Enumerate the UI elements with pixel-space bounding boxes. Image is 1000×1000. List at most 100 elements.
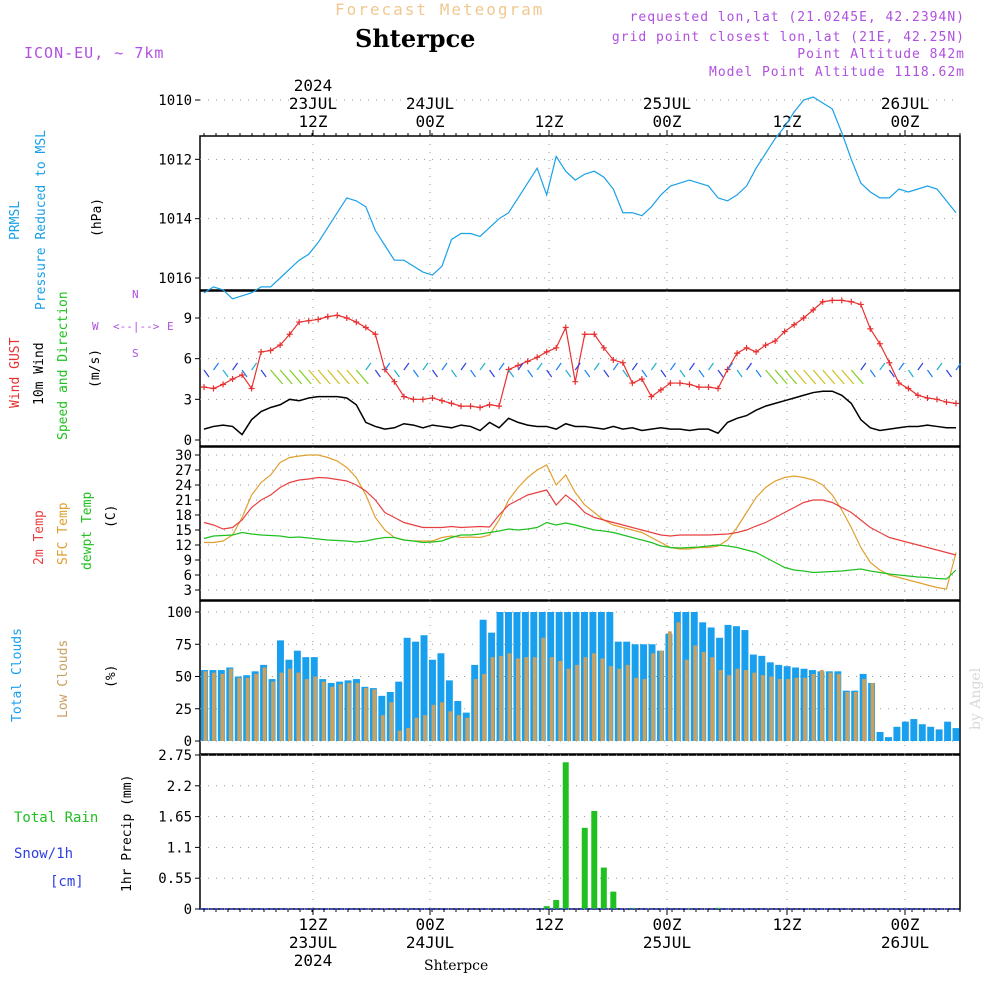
- low-cloud-bar: [845, 691, 850, 741]
- low-cloud-bar: [575, 664, 579, 741]
- precip-bar: [591, 811, 598, 909]
- gust-marker: [362, 324, 369, 331]
- low-cloud-bar: [304, 679, 309, 741]
- wind-arrow: [736, 369, 743, 378]
- total-cloud-bar: [395, 681, 403, 741]
- gridpoint-coords: grid point closest lon,lat (21E, 42.25N): [611, 30, 965, 45]
- gust-marker: [315, 316, 322, 323]
- wind-arrow: [755, 369, 762, 378]
- low-cloud-bar: [465, 717, 470, 741]
- total-cloud-bar: [876, 731, 884, 741]
- wind-arrow: [917, 362, 924, 371]
- low-cloud-bar: [482, 673, 486, 741]
- low-cloud-bar: [254, 673, 258, 741]
- precip-bar: [715, 907, 722, 909]
- y-tick-label: 30: [175, 448, 192, 464]
- model-altitude: Model Point Altitude 1118.62m: [709, 65, 965, 80]
- low-cloud-bar: [608, 666, 613, 741]
- gust-marker: [201, 384, 207, 391]
- cm-label: [cm]: [50, 874, 84, 890]
- gust-marker: [924, 394, 931, 401]
- wind-arrow: [888, 369, 895, 378]
- wind-barb: [812, 369, 826, 385]
- wind-arrow: [898, 362, 905, 371]
- low-cloud-bar: [760, 675, 765, 741]
- precip-bar: [610, 891, 617, 909]
- gust-marker: [800, 315, 807, 321]
- panel-frame: [199, 600, 961, 755]
- panel-frame: [199, 754, 961, 910]
- time-label-bottom: 23JUL: [289, 933, 337, 952]
- total-cloud-bar: [885, 737, 892, 741]
- low-cloud-bar: [439, 702, 444, 741]
- gust-marker: [762, 342, 769, 349]
- low-cloud-bar: [676, 622, 681, 741]
- low-cloud-bar: [769, 676, 774, 741]
- wind-arrow: [650, 362, 657, 371]
- compass-s-label: S: [132, 347, 139, 360]
- gust-marker: [953, 400, 959, 407]
- low-cloud-bar: [803, 677, 807, 741]
- gust-marker: [229, 376, 236, 382]
- wind-barb: [784, 369, 798, 385]
- time-label-top: 26JUL: [881, 94, 929, 113]
- low-cloud-bar: [651, 653, 655, 741]
- gust-marker: [591, 331, 598, 338]
- panel-frame: [199, 135, 961, 291]
- low-cloud-bar: [642, 679, 647, 741]
- gust-marker: [781, 328, 788, 335]
- total-cloud-bar: [952, 728, 960, 741]
- low-cloud-bar: [811, 673, 816, 741]
- wind-arrow: [660, 369, 667, 378]
- wind-arrow: [203, 369, 210, 378]
- time-label-bottom: 12Z: [773, 915, 802, 934]
- total-cloud-bar: [429, 659, 436, 741]
- gust-marker: [400, 393, 407, 400]
- gust-marker: [458, 403, 465, 410]
- total-cloud-bar: [944, 721, 952, 741]
- pressure-line: [203, 96, 957, 300]
- y-tick-label: 21: [175, 493, 192, 509]
- gust-marker: [372, 331, 379, 338]
- wind-arrow: [232, 362, 239, 371]
- time-label-bottom: 00Z: [891, 915, 920, 934]
- total-cloud-bar: [910, 719, 918, 741]
- panel-frame: [199, 290, 961, 447]
- low-cloud-bar: [549, 657, 554, 741]
- precip-bar: [686, 908, 693, 909]
- wind-arrow: [603, 369, 610, 378]
- gust-marker: [543, 348, 550, 355]
- total-cloud-bar: [403, 637, 411, 741]
- gust-marker: [267, 347, 274, 354]
- gust-marker: [914, 392, 921, 399]
- wind-arrow: [241, 369, 248, 378]
- wind-barb: [346, 369, 360, 385]
- y-tick-label: 24: [175, 478, 192, 494]
- compass-w-label: W: [92, 320, 99, 333]
- wind-barb: [774, 369, 788, 385]
- wind-barb: [308, 369, 322, 385]
- wind-arrow: [727, 362, 734, 371]
- gust-marker: [648, 393, 655, 400]
- low-cloud-bar: [625, 664, 630, 741]
- wind-arrow: [260, 369, 267, 378]
- precip-bar: [562, 762, 569, 909]
- low-cloud-bar: [423, 715, 427, 741]
- gust-marker: [505, 366, 512, 373]
- gust-marker: [734, 350, 741, 357]
- y-tick-label: 0.55: [158, 871, 192, 887]
- compass-arrows: <--|-->: [113, 320, 160, 333]
- gust-marker: [248, 385, 255, 392]
- y-tick-label: 75: [175, 637, 192, 653]
- gust-marker: [419, 396, 426, 403]
- gust-marker: [629, 380, 636, 387]
- y-tick-label: 1010: [158, 93, 192, 109]
- gust-marker: [572, 378, 579, 385]
- time-label-bottom: 00Z: [653, 915, 682, 934]
- low-cloud-bar: [431, 704, 436, 741]
- gust-marker: [819, 298, 826, 305]
- gust-marker: [438, 397, 445, 404]
- footer-station: Shterpce: [424, 958, 489, 974]
- time-label-top: 00Z: [416, 112, 445, 131]
- point-altitude: Point Altitude 842m: [797, 47, 965, 62]
